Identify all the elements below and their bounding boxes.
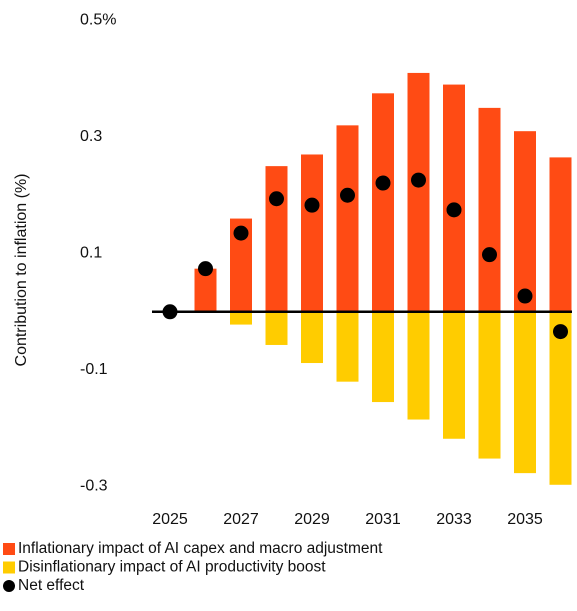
legend-label: Disinflationary impact of AI productivit… bbox=[18, 559, 326, 576]
bar bbox=[194, 268, 217, 312]
y-tick-label: 0.3 bbox=[80, 128, 102, 145]
x-tick-label: 2029 bbox=[294, 511, 330, 528]
bar bbox=[478, 311, 501, 459]
bar bbox=[372, 311, 394, 403]
bar bbox=[514, 131, 536, 312]
x-tick-label: 2025 bbox=[152, 511, 188, 528]
y-tick-label: 0.5% bbox=[80, 12, 116, 29]
dot bbox=[340, 187, 355, 203]
bar bbox=[514, 311, 536, 474]
bar bbox=[407, 72, 430, 312]
dot bbox=[553, 324, 568, 340]
dot bbox=[517, 288, 533, 304]
dot bbox=[411, 172, 426, 188]
dot bbox=[269, 191, 284, 207]
y-tick-label: -0.3 bbox=[80, 478, 108, 495]
dot bbox=[162, 304, 178, 320]
bar bbox=[549, 157, 572, 312]
x-tick-label: 2033 bbox=[436, 511, 472, 528]
y-tick-label: -0.1 bbox=[80, 361, 108, 378]
legend-swatch bbox=[3, 580, 15, 592]
legend-label: Net effect bbox=[18, 577, 85, 594]
y-axis-label: Contribution to inflation (%) bbox=[13, 174, 30, 367]
bar bbox=[336, 125, 359, 312]
legend-label: Inflationary impact of AI capex and macr… bbox=[18, 540, 383, 557]
bar bbox=[230, 218, 252, 312]
dot bbox=[446, 202, 462, 218]
legend-swatch bbox=[3, 561, 15, 574]
bar bbox=[301, 154, 323, 312]
legend: Inflationary impact of AI capex and macr… bbox=[3, 540, 383, 594]
bar bbox=[265, 311, 288, 345]
y-tick-label: 0.1 bbox=[80, 245, 102, 262]
bar bbox=[265, 166, 288, 312]
bar bbox=[443, 84, 465, 312]
dot bbox=[304, 197, 320, 213]
dot bbox=[233, 225, 249, 241]
bar bbox=[407, 311, 430, 420]
x-tick-label: 2035 bbox=[507, 511, 543, 528]
bar bbox=[549, 311, 572, 485]
bar bbox=[443, 311, 465, 439]
bar bbox=[372, 93, 394, 312]
x-tick-label: 2031 bbox=[365, 511, 401, 528]
bar bbox=[301, 311, 323, 364]
legend-swatch bbox=[3, 543, 15, 555]
bar bbox=[478, 107, 501, 312]
dot bbox=[482, 247, 497, 263]
bar bbox=[230, 311, 252, 325]
dot bbox=[198, 261, 213, 277]
bar bbox=[336, 311, 359, 382]
x-tick-label: 2027 bbox=[223, 511, 259, 528]
dot bbox=[375, 175, 391, 191]
